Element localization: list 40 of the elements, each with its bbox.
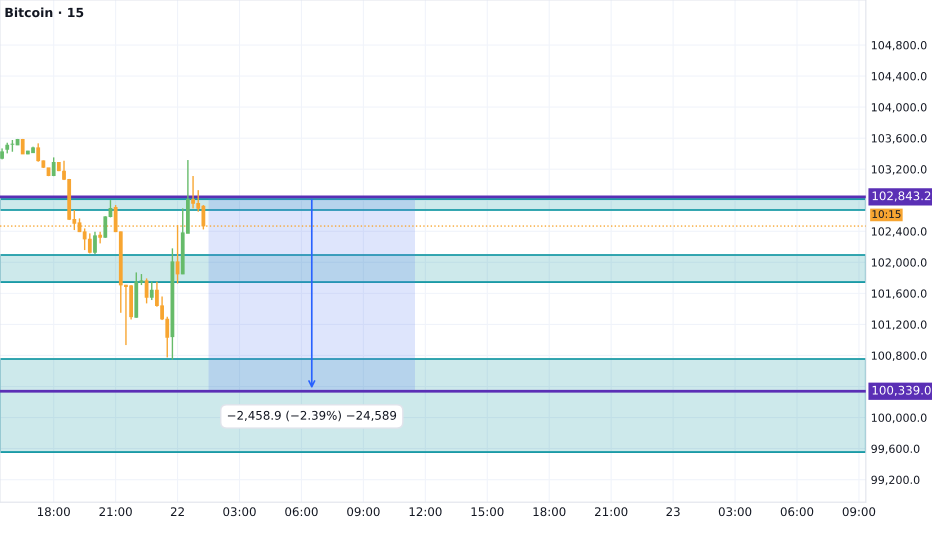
y-tick-label: 102,000.0 [872, 258, 926, 268]
y-tick-label: 103,200.0 [872, 165, 926, 175]
x-tick-label: 15:00 [472, 507, 504, 516]
candlestick [20, 138, 25, 155]
x-tick-label: 06:00 [285, 507, 318, 516]
annotation: −2,458.9 (−2.39%) −24,589 [228, 410, 396, 422]
x-tick-label: 09:00 [347, 507, 380, 516]
candlestick [150, 281, 154, 301]
x-tick-label: 23 [666, 507, 680, 516]
y-tick-label: 104,000.0 [872, 103, 926, 113]
y-tick-label: 100,800.0 [872, 351, 926, 361]
candlestick [93, 231, 97, 255]
candlestick [98, 231, 102, 244]
y-tick-label: 102,400.0 [872, 227, 926, 237]
x-tick-label: 21:00 [595, 507, 628, 516]
x-tick-label: 03:00 [718, 507, 752, 516]
y-tick-label: 100,000.0 [872, 414, 926, 424]
x-tick-label: 03:00 [223, 507, 256, 516]
x-tick-label: 22 [170, 507, 184, 516]
ref-line-label: 102,843.2 [872, 191, 930, 202]
y-tick-label: 104,400.0 [872, 72, 926, 82]
candlestick [52, 156, 56, 177]
candlestick [5, 142, 10, 154]
candlestick [144, 278, 148, 304]
x-tick-label: 18:00 [534, 507, 566, 516]
x-tick-label: 18:00 [38, 507, 70, 516]
y-tick-label: 99,200.0 [871, 476, 920, 486]
y-tick-label: 101,600.0 [872, 289, 926, 299]
y-tick-label: 103,600.0 [872, 134, 926, 144]
annotation: 10:15 [872, 210, 900, 218]
x-tick-label: 12:00 [410, 507, 442, 516]
x-tick-label: 06:00 [780, 507, 814, 516]
chart-title: Bitcoin · 15 [5, 8, 84, 18]
candlestick [0, 148, 4, 160]
ref-line-label: 100,339.0 [872, 386, 931, 396]
y-tick-label: 101,200.0 [872, 320, 926, 330]
x-tick-label: 21:00 [99, 507, 132, 516]
y-tick-label: 104,800.0 [872, 40, 926, 51]
x-tick-label: 09:00 [842, 507, 876, 516]
y-tick-label: 99,600.0 [871, 444, 920, 454]
